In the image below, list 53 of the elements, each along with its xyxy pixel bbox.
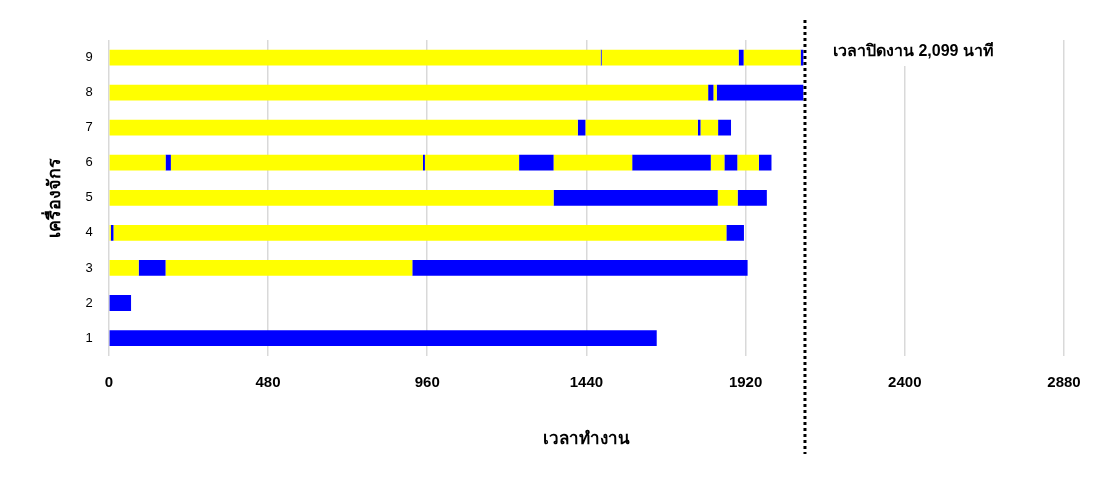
bar: [758, 154, 772, 171]
bar: [726, 224, 744, 241]
x-tick-label: 2400: [888, 372, 922, 390]
bar: [109, 154, 166, 171]
x-axis-title: เวลาทำงาน: [542, 429, 630, 449]
bar: [519, 154, 554, 171]
y-tick-label: 2: [85, 294, 93, 310]
bar: [700, 119, 719, 136]
bar: [737, 189, 767, 206]
bar: [697, 119, 701, 136]
ref-line-label: เวลาปิดงาน 2,099 นาที: [832, 41, 994, 60]
bar: [165, 154, 171, 171]
y-tick-label: 3: [85, 259, 93, 275]
bar: [718, 119, 732, 136]
bar: [109, 330, 657, 346]
y-tick-label: 7: [85, 119, 93, 135]
y-tick-label: 6: [85, 154, 93, 170]
y-tick-label: 1: [85, 329, 93, 345]
bar: [109, 189, 554, 206]
y-tick-label: 9: [85, 49, 93, 65]
bar: [412, 260, 748, 276]
bar: [109, 260, 139, 276]
bar: [716, 84, 804, 101]
y-axis-title: เครื่องจักร: [40, 157, 64, 238]
bar: [710, 154, 725, 171]
bar: [585, 119, 698, 136]
x-tick-label: 1920: [728, 372, 763, 390]
bar: [424, 154, 520, 171]
bar: [109, 84, 709, 101]
bar: [717, 189, 738, 206]
bar: [632, 154, 711, 171]
bar: [577, 119, 586, 136]
bar: [743, 49, 801, 66]
bar: [138, 260, 166, 276]
bar: [553, 189, 718, 206]
bar: [109, 295, 132, 311]
bar: [113, 224, 727, 241]
x-tick-label: 0: [104, 372, 113, 390]
x-tick-label: 960: [414, 372, 440, 390]
y-tick-label: 8: [85, 84, 93, 100]
bar: [724, 154, 738, 171]
bar: [738, 49, 744, 66]
bar: [170, 154, 423, 171]
bar: [713, 84, 717, 101]
x-tick-label: 480: [255, 372, 281, 390]
y-tick-label: 4: [85, 224, 93, 240]
bar: [553, 154, 633, 171]
y-tick-label: 5: [85, 189, 93, 205]
bar: [109, 119, 578, 136]
x-tick-label: 1440: [569, 372, 604, 390]
bar: [737, 154, 759, 171]
bar: [165, 260, 413, 276]
x-tick-label: 2880: [1047, 372, 1081, 390]
